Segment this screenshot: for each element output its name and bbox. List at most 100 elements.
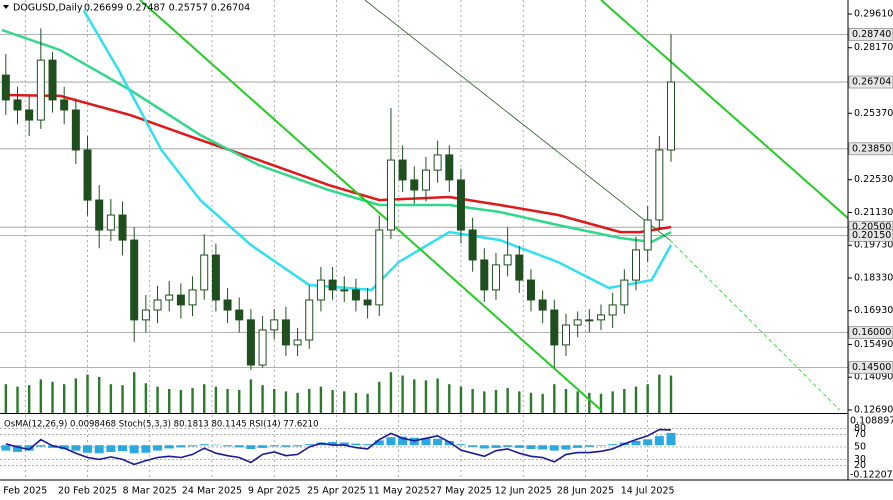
osma-bar [468,445,478,447]
candle-body [258,329,267,366]
x-tick-label: 27 May 2025 [430,486,492,497]
osma-bar [153,445,163,451]
osma-bar [164,445,174,449]
volume-bar [179,389,183,413]
osma-bar [526,445,536,449]
osma-bar [129,445,139,454]
volume-bar [27,385,31,413]
candle-body [573,319,582,326]
candle-body [305,299,314,341]
volume-bar [623,389,626,413]
level-label: 0.14500 [852,362,891,373]
candle-body [235,309,244,321]
candle-body [351,289,360,301]
osma-bar [176,445,186,448]
volume-bar [669,375,673,413]
x-tick-label: 20 Feb 2025 [58,486,117,497]
osma-bar [584,445,594,447]
osma-bar [13,445,23,452]
volume-bar [133,372,136,413]
volume-bar [459,386,463,413]
osma-bar [386,437,396,446]
osma-bar [596,445,606,446]
osma-bar [654,436,664,446]
y-tick-label: 0.18330 [854,272,893,283]
candle-body [632,249,640,281]
volume-bar [121,385,124,413]
volume-bar [39,379,43,413]
osma-bar [59,445,69,450]
volume-bar [319,386,323,413]
volume-bar [366,393,369,413]
candle-body [176,294,185,306]
osc-tick-label: 50 [854,442,866,453]
candle-body [456,179,465,231]
candle-body [480,259,489,291]
x-tick-label: Feb 2025 [3,486,47,497]
volume-bar [448,384,451,413]
candle-body [340,289,349,292]
y-tick-label: 0.15490 [854,339,893,350]
chart-title: DOGUSD,Daily [13,3,83,14]
candle-body [503,254,512,266]
candle-body [95,199,104,231]
candle-body [667,81,676,151]
osma-bar [71,445,81,451]
x-tick-label: 24 Mar 2025 [182,486,242,497]
trend-line [364,0,671,241]
moving-average [82,9,673,292]
candle-body [13,99,22,111]
candle-body [620,279,629,306]
menu-icon [3,5,9,9]
x-tick-label: 14 Jul 2025 [621,486,675,497]
osma-bar [421,438,431,446]
osma-bar [363,444,373,446]
candle-body [270,319,279,331]
candle-body [25,109,34,121]
volume-bar [4,384,8,413]
volume-bar [191,388,194,413]
candle-body [141,309,150,321]
volume-bar [576,391,579,413]
osma-bar [444,440,454,446]
osma-bar [223,445,233,447]
osma-bar [608,444,618,446]
x-tick-label: 8 Mar 2025 [123,486,177,497]
level-box [848,229,893,242]
volume-bar [529,392,533,413]
volume-bar [424,380,428,413]
candle-body [421,169,430,191]
osma-bar [281,445,291,447]
volume-bar [156,386,159,413]
candle-body [1,74,10,101]
osma-bar [36,445,46,447]
volume-bar [97,377,101,413]
osma-bar [118,445,128,452]
volume-bar [249,379,253,413]
candle-body [561,324,570,346]
volume-bar [74,378,78,413]
volume-bar [401,375,404,413]
candle-body [515,254,524,281]
y-tick-label: 0.29610 [854,9,893,20]
volume-bar [226,389,229,413]
volume-bar [471,389,474,413]
level-label: 0.23850 [852,143,891,154]
osma-bar [456,444,466,446]
y-tick-label: 0.28170 [854,42,893,53]
candle-body [118,214,127,241]
level-box [848,142,893,156]
volume-bar [331,389,334,413]
osc-tick-label: 20 [854,460,866,471]
y-tick-label: 0.14090 [854,372,893,383]
osma-bar [304,444,314,446]
osma-limit-label: 0.108897 [850,416,893,427]
x-tick-label: 28 Jun 2025 [557,486,614,497]
volume-bar [553,384,556,413]
candle-body [410,179,419,191]
volume-bar [308,389,311,413]
trend-line [600,0,849,219]
volume-bar [238,389,241,413]
